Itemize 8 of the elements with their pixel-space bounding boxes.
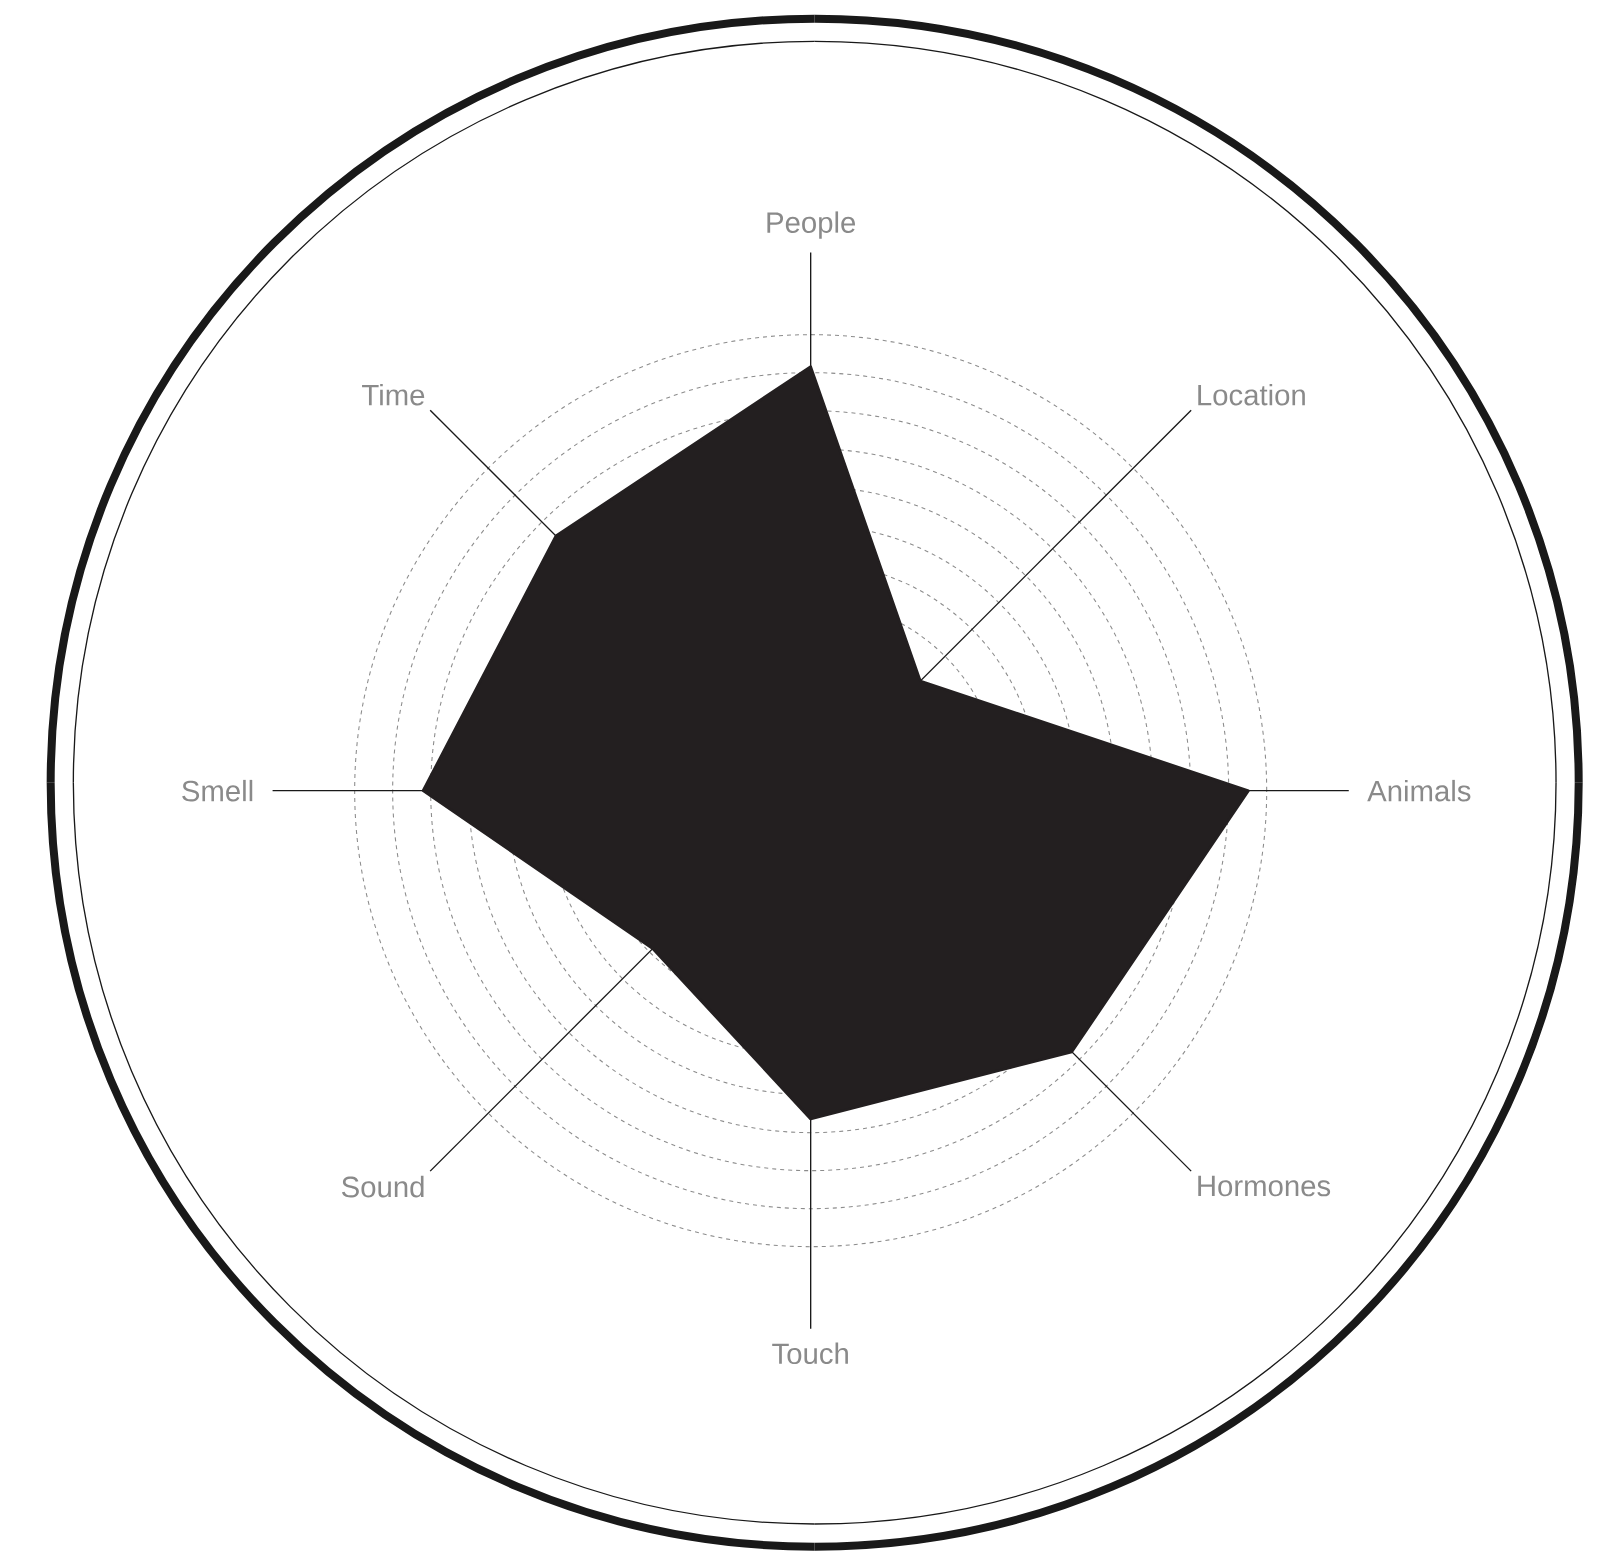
spoke-label: Sound xyxy=(341,1175,424,1198)
spoke-label: People xyxy=(767,211,856,239)
spoke-label: Location xyxy=(1198,383,1305,406)
spoke-label: Time xyxy=(362,383,425,406)
spoke-label: Animals xyxy=(1367,779,1471,802)
spoke-label: Touch xyxy=(772,1342,848,1365)
spoke-label: Hormones xyxy=(1198,1175,1331,1197)
spoke-label: Smell xyxy=(182,779,253,802)
